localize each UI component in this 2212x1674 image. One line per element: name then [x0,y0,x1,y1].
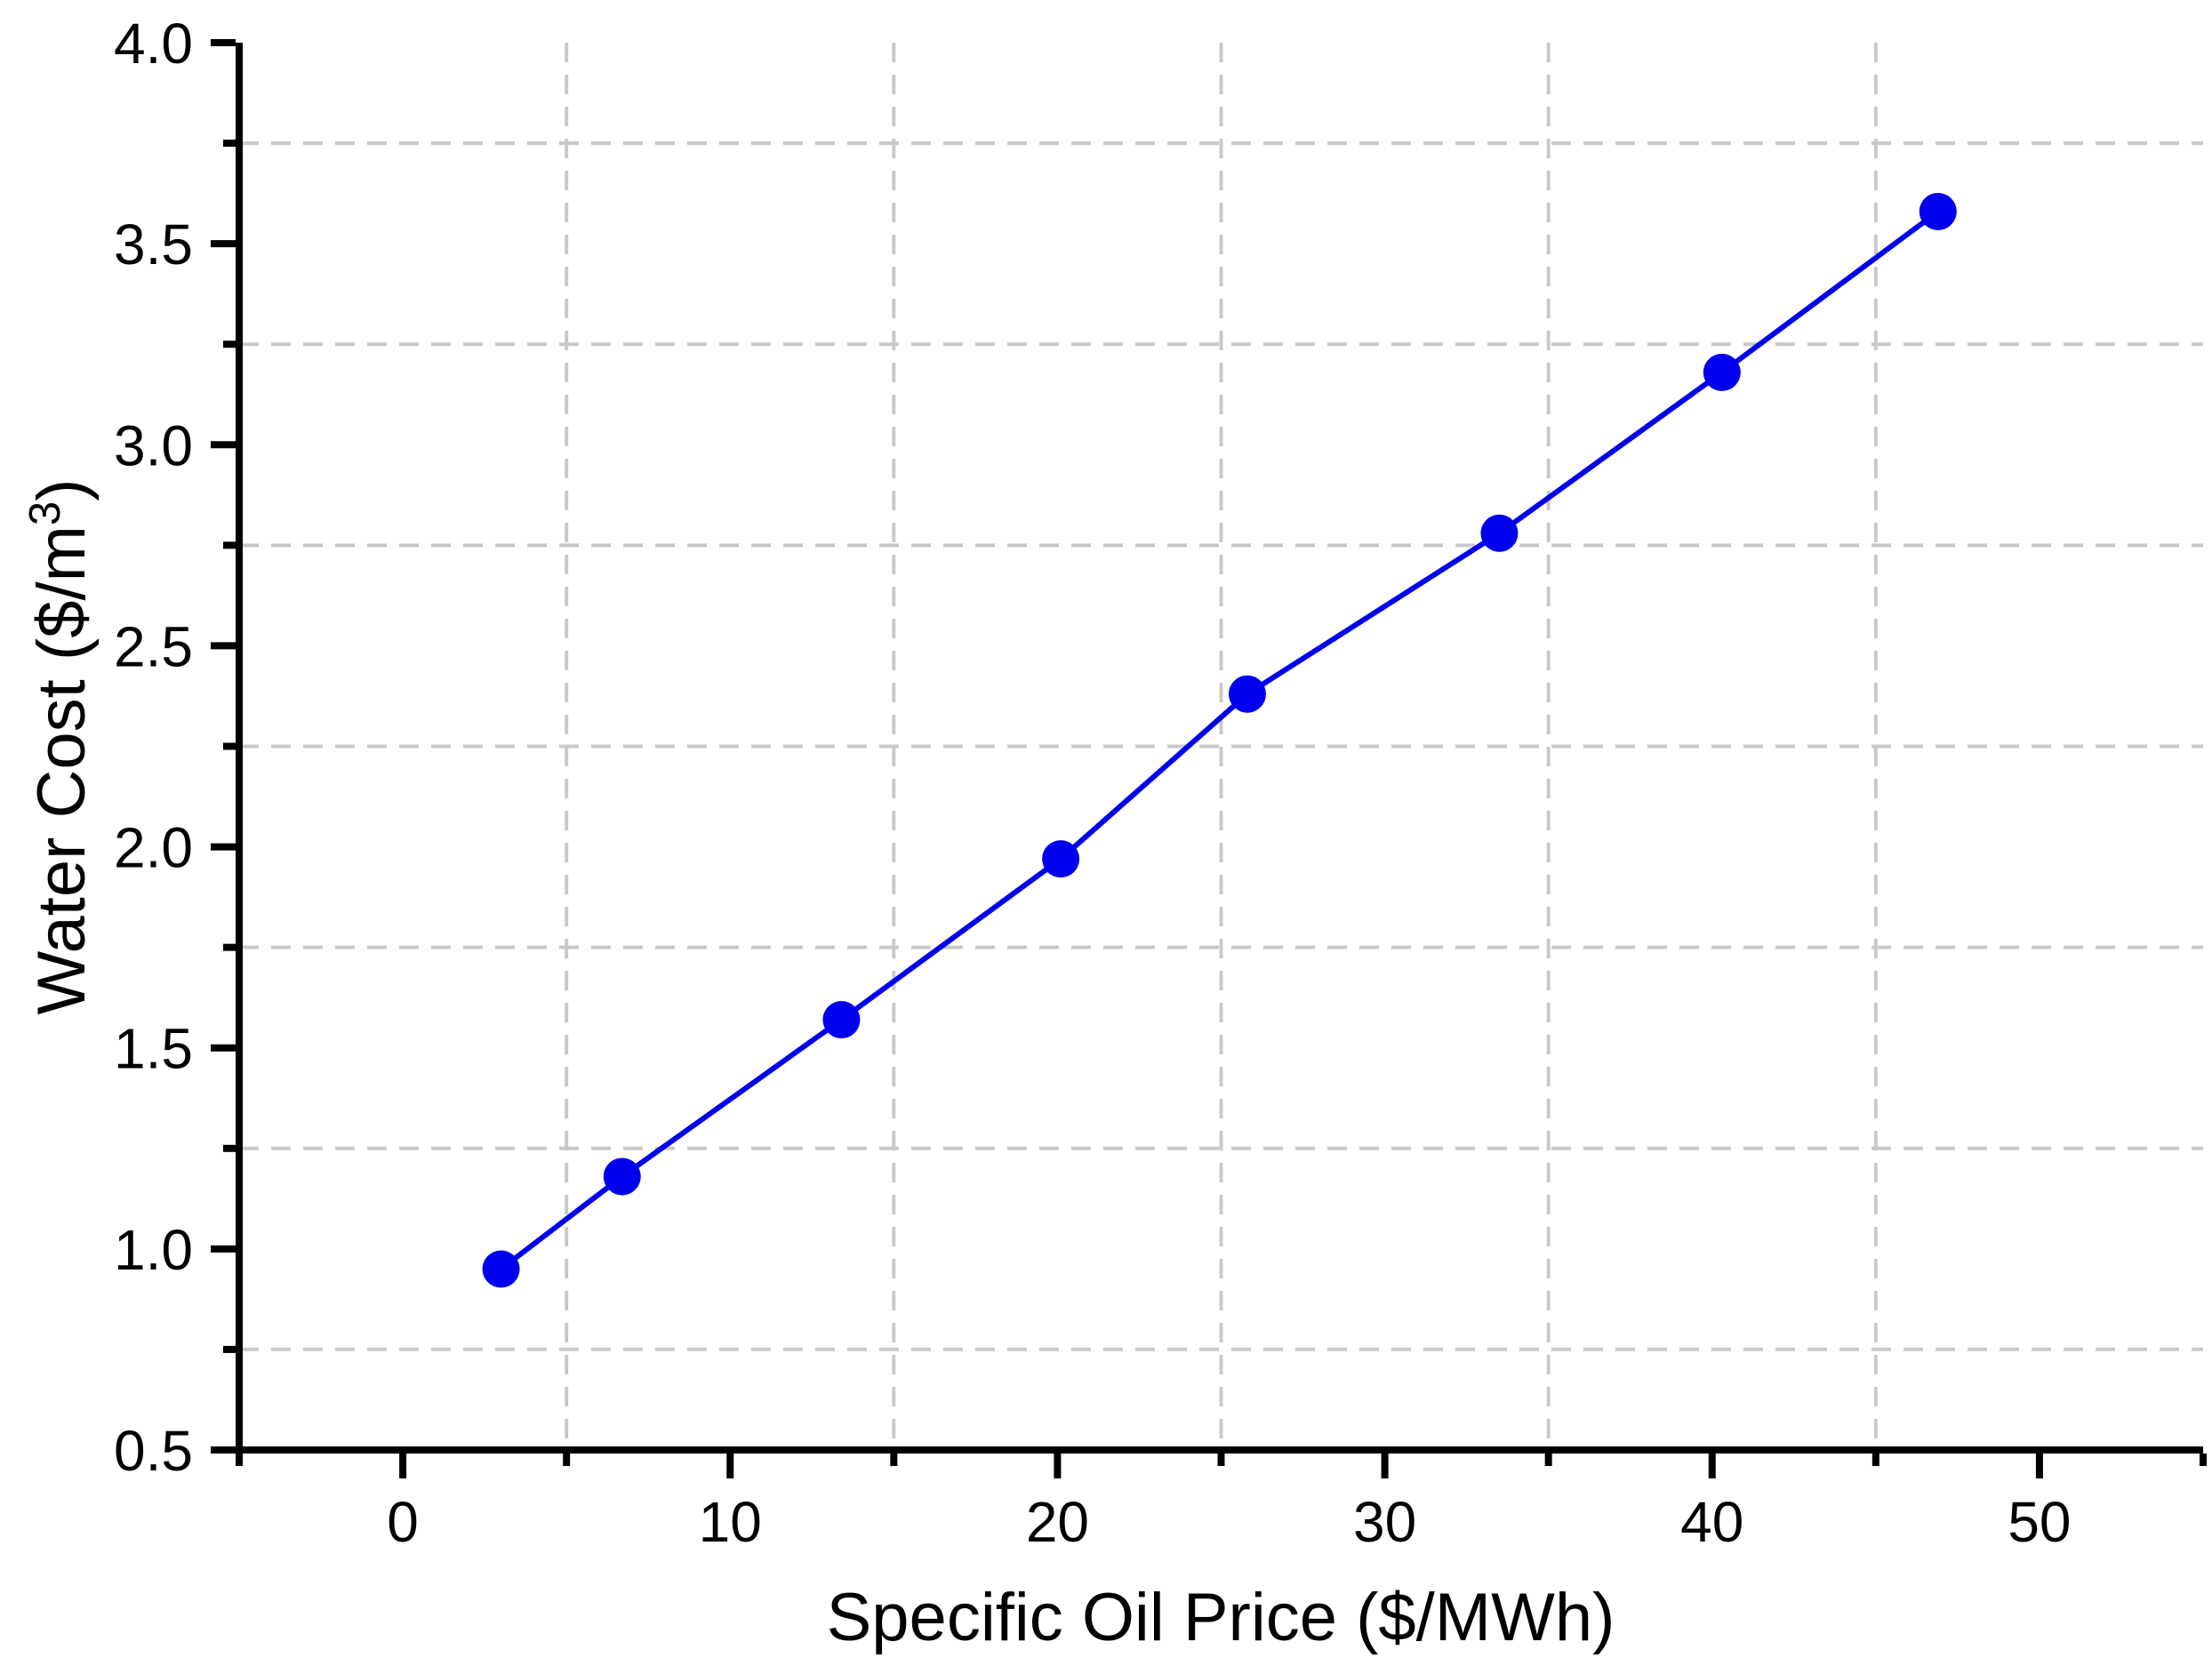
y-tick-label: 1.5 [114,1017,193,1081]
x-tick-label: 40 [1680,1490,1743,1554]
y-tick-label: 2.0 [114,816,193,880]
axes [211,39,2207,1478]
x-tick-label: 20 [1026,1490,1089,1554]
data-point-marker [1228,675,1266,713]
data-point-marker [1919,192,1957,230]
series-line [499,209,1940,1271]
data-point-marker [822,1001,861,1039]
data-point-marker [482,1250,520,1288]
y-tick-label: 3.5 [114,212,193,276]
data-point-marker [603,1157,641,1196]
x-tick-label: 0 [387,1490,419,1554]
x-axis-title: Specific Oil Price ($/MWh) [827,1580,1615,1655]
x-tick-label: 50 [2008,1490,2071,1554]
y-tick-label: 4.0 [114,12,193,76]
data-point-marker [1480,514,1519,552]
y-axis-title-part: Water Cost ($/m [24,525,100,1014]
y-tick-label: 2.5 [114,614,193,678]
y-axis-title-part: ) [24,479,100,501]
data-point-marker [1703,353,1741,391]
y-tick-label: 1.0 [114,1218,193,1282]
data-point-marker [1042,840,1080,878]
y-tick-label: 3.0 [114,413,193,477]
tick-labels: 0 10 20 30 40 50 0.5 1.0 1.5 2.0 2.5 3.0 3.5 4.0 [114,12,2071,1554]
data-series [482,192,1957,1288]
x-tick-label: 30 [1353,1490,1416,1554]
x-tick-label: 10 [699,1490,762,1554]
gridlines [239,43,2203,1450]
y-tick-label: 0.5 [114,1419,193,1483]
y-axis-title: Water Cost ($/m3) [21,479,100,1015]
y-axis-title-superscript: 3 [21,501,69,525]
